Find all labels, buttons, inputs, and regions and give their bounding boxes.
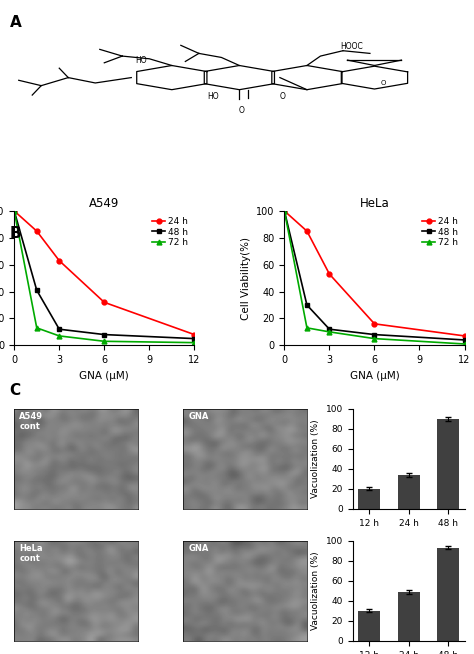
72 h (11, 207, 17, 215)
72 h (34, 324, 39, 332)
Y-axis label: Vacuolization (%): Vacuolization (%) (311, 419, 320, 498)
24 h (372, 320, 377, 328)
72 h (101, 337, 107, 345)
24 h (191, 331, 197, 339)
Y-axis label: Cell Viability(%): Cell Viability(%) (241, 237, 251, 320)
Title: A549: A549 (89, 197, 119, 210)
48 h (327, 325, 332, 333)
24 h (462, 332, 467, 340)
48 h (282, 207, 287, 215)
Line: 24 h: 24 h (12, 209, 197, 337)
Line: 72 h: 72 h (282, 209, 467, 347)
Line: 24 h: 24 h (282, 209, 467, 338)
Text: HOOC: HOOC (341, 41, 364, 50)
Text: C: C (9, 383, 20, 398)
Y-axis label: Vacuolization (%): Vacuolization (%) (311, 551, 320, 630)
24 h (56, 257, 62, 265)
Text: O: O (381, 80, 386, 86)
Bar (398, 592, 419, 641)
Text: GNA: GNA (188, 412, 209, 421)
Bar (398, 475, 419, 509)
Legend: 24 h, 48 h, 72 h: 24 h, 48 h, 72 h (150, 215, 190, 249)
Legend: 24 h, 48 h, 72 h: 24 h, 48 h, 72 h (420, 215, 460, 249)
24 h (327, 270, 332, 278)
48 h (101, 331, 107, 339)
Line: 72 h: 72 h (12, 209, 197, 345)
48 h (304, 301, 310, 309)
Text: B: B (9, 226, 21, 241)
Text: O: O (279, 92, 285, 101)
72 h (327, 328, 332, 336)
24 h (34, 227, 39, 235)
Text: A549
cont: A549 cont (19, 412, 43, 431)
Title: HeLa: HeLa (360, 197, 389, 210)
Bar (438, 419, 459, 509)
72 h (191, 339, 197, 347)
X-axis label: GNA (μM): GNA (μM) (350, 371, 399, 381)
Text: HeLa
cont: HeLa cont (19, 544, 43, 563)
48 h (56, 325, 62, 333)
48 h (191, 335, 197, 343)
72 h (372, 335, 377, 343)
24 h (304, 227, 310, 235)
24 h (101, 298, 107, 306)
Text: O: O (239, 107, 245, 116)
Line: 48 h: 48 h (282, 209, 467, 343)
Bar (358, 611, 380, 641)
Text: HO: HO (208, 92, 219, 101)
48 h (34, 286, 39, 294)
Text: HO: HO (136, 56, 147, 65)
Bar (358, 489, 380, 509)
Text: A: A (9, 15, 21, 30)
X-axis label: GNA (μM): GNA (μM) (80, 371, 129, 381)
72 h (56, 332, 62, 340)
Line: 48 h: 48 h (12, 209, 197, 341)
48 h (372, 331, 377, 339)
48 h (11, 207, 17, 215)
72 h (462, 340, 467, 348)
Bar (438, 548, 459, 641)
72 h (304, 324, 310, 332)
48 h (462, 336, 467, 344)
72 h (282, 207, 287, 215)
Text: GNA: GNA (188, 544, 209, 553)
24 h (11, 207, 17, 215)
24 h (282, 207, 287, 215)
